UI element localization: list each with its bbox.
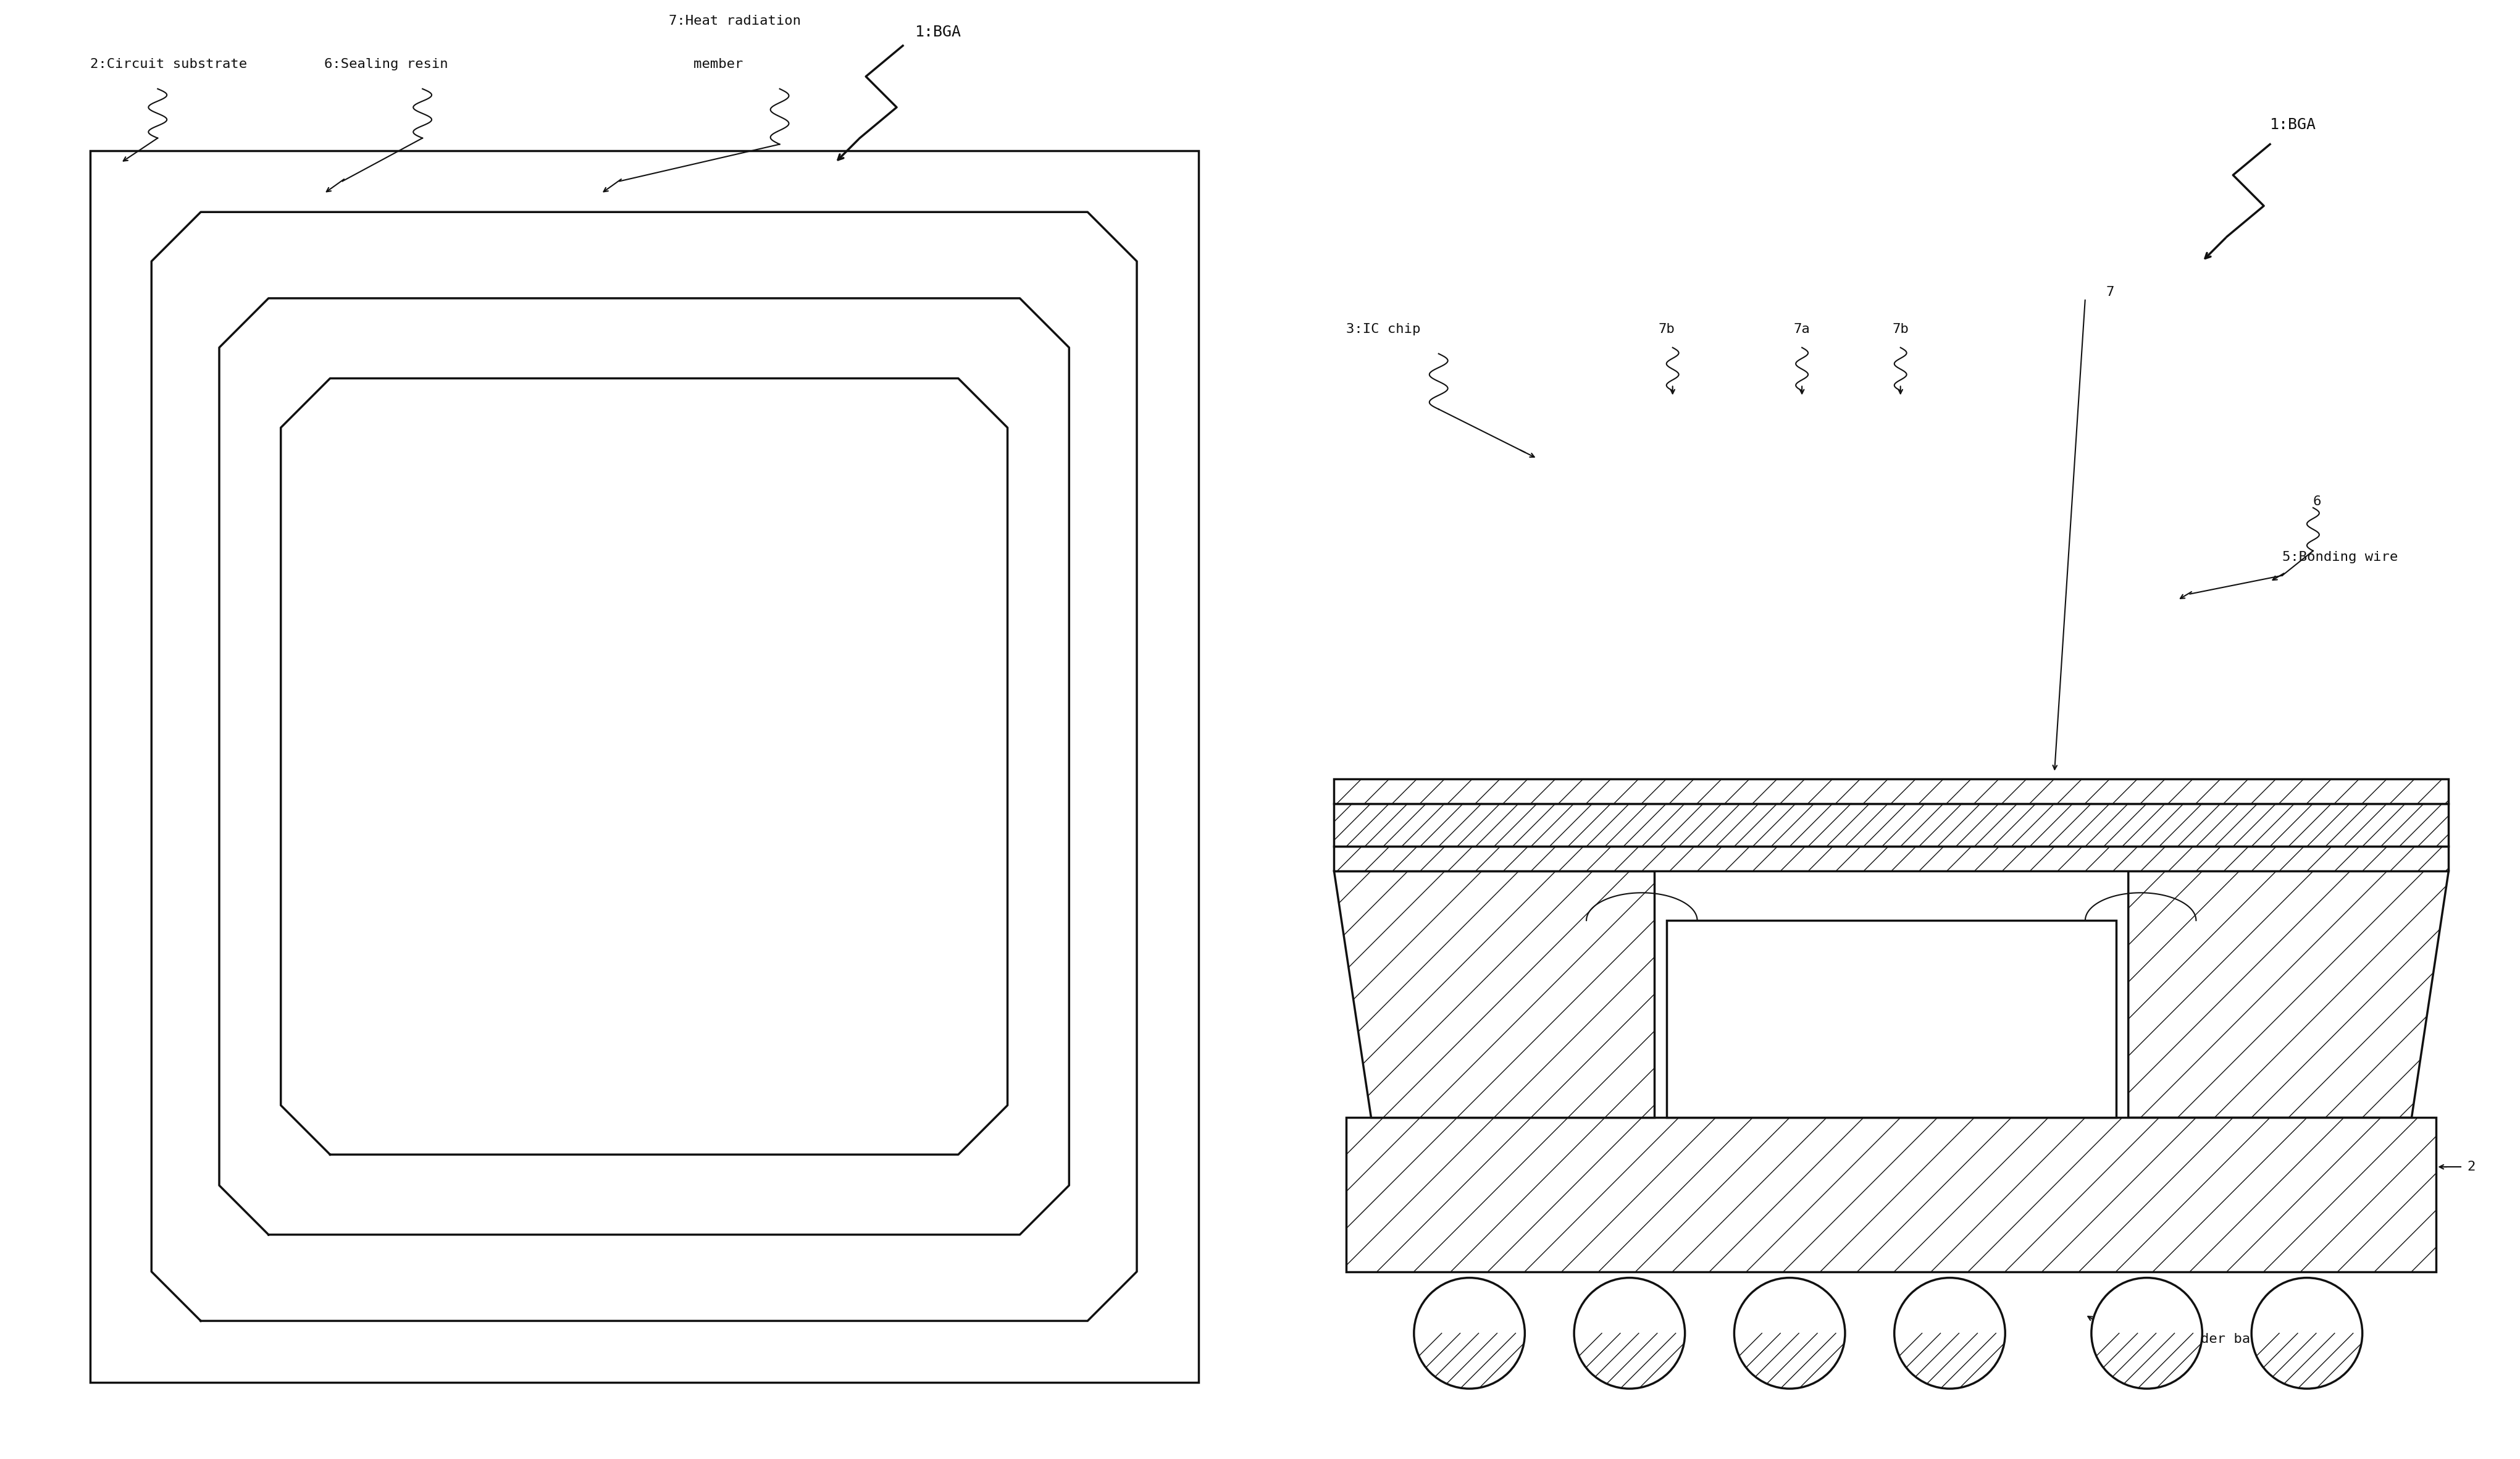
Circle shape (1414, 1278, 1525, 1389)
Text: 2: 2 (2467, 1161, 2475, 1173)
Circle shape (2250, 1278, 2361, 1389)
Bar (1346, 1118, 2437, 1272)
Polygon shape (1333, 871, 1653, 1118)
Polygon shape (1333, 871, 1653, 1118)
Text: 6: 6 (2313, 496, 2321, 508)
Bar (1333, 779, 2449, 804)
Polygon shape (280, 378, 1008, 1154)
Polygon shape (219, 298, 1068, 1234)
Text: 7a: 7a (1794, 322, 1809, 336)
Text: 7: 7 (2107, 286, 2114, 298)
Text: 6:Sealing resin: 6:Sealing resin (325, 58, 449, 70)
Circle shape (1895, 1278, 2006, 1389)
Circle shape (2092, 1278, 2202, 1389)
Text: 7b: 7b (1658, 322, 1676, 336)
Circle shape (1734, 1278, 1845, 1389)
Polygon shape (2129, 871, 2449, 1118)
Text: 5:Bonding wire: 5:Bonding wire (2283, 552, 2399, 563)
Text: 4:Solder ball: 4:Solder ball (2160, 1334, 2265, 1345)
Text: 1:BGA: 1:BGA (915, 25, 963, 39)
Text: 7:Heat radiation: 7:Heat radiation (668, 15, 801, 28)
Text: member: member (668, 58, 743, 70)
Text: 2:Circuit substrate: 2:Circuit substrate (91, 58, 247, 70)
Text: 3:IC chip: 3:IC chip (1346, 322, 1421, 336)
Bar (91, 150, 1200, 1383)
Bar (1666, 921, 2117, 1118)
Bar (1333, 804, 2449, 846)
Polygon shape (151, 212, 1137, 1320)
Polygon shape (2129, 871, 2449, 1118)
Bar (1333, 846, 2449, 871)
Text: 1:BGA: 1:BGA (2271, 117, 2316, 131)
Text: 7b: 7b (1893, 322, 1908, 336)
Circle shape (1575, 1278, 1686, 1389)
